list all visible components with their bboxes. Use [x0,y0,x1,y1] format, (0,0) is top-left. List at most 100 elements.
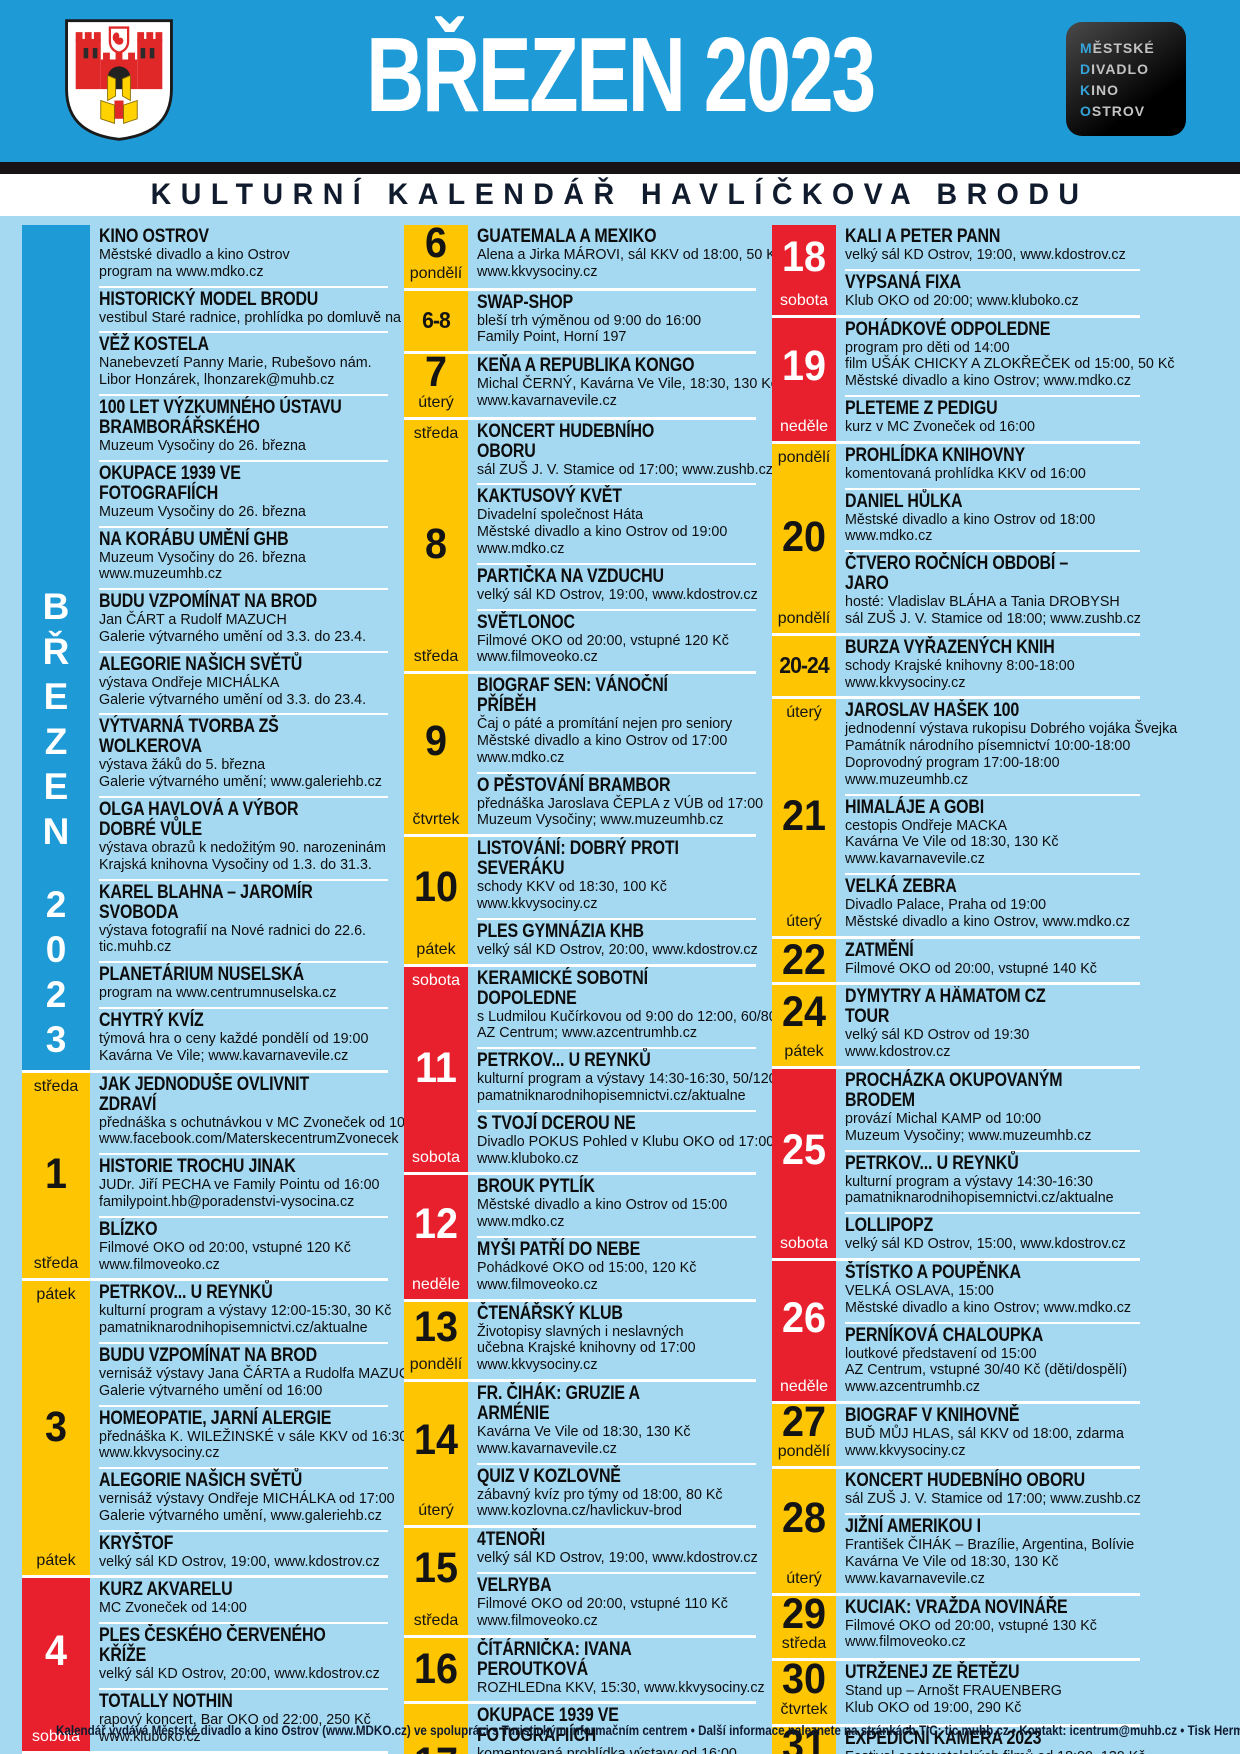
event-detail: Městské divadlo a kino Ostrov; www.mdko.… [845,373,1132,390]
event-title: PERNÍKOVÁ CHALOUPKA [845,1324,1044,1346]
event-detail: velký sál KD Ostrov, 19:00, www.kdostrov… [477,1550,758,1567]
day-group: 22 ZATMĚNÍ Filmové OKO od 20:00, vstupné 1… [772,935,1140,983]
day-box: 14 úterý [404,1382,468,1526]
event-title: KONCERT HUDEBNÍHO OBORU [845,1470,1085,1492]
day-number: 31 [781,1726,827,1754]
day-box: 6 pondělí [404,225,468,288]
day-box: 19 neděle [772,317,836,441]
event-detail: vernisáž výstavy Ondřeje MICHÁLKA od 17:… [99,1491,395,1508]
event-detail: MC Zvoneček od 14:00 [99,1600,247,1617]
logo-line-initial: O [1080,102,1092,119]
day-number: 3 [44,1403,67,1452]
event: KALI A PETER PANN velký sál KD Ostrov, 19… [845,225,1140,269]
month-letter: N [42,810,70,852]
day-group: 20-24 BURZA VYŘAZENÝCH KNIH schody Krajské… [772,632,1140,697]
event-list: KALI A PETER PANN velký sál KD Ostrov, 19… [845,225,1140,315]
day-group: 4 sobota KURZ AKVARELU MC Zvoneček od 14:00… [22,1575,388,1751]
day-group: sobota 11 sobota KERAMICKÉ SOBOTNÍ DOPOLEDN… [404,963,809,1173]
event: BLÍZKO Filmové OKO od 20:00, vstupné 120 … [99,1215,388,1279]
event-detail: Městské divadlo a kino Ostrov, www.mdko.… [845,913,1130,930]
day-number: 27 [781,1403,827,1446]
event-detail: týmová hra o ceny každé pondělí od 19:00 [99,1030,369,1047]
event-detail: velký sál KD Ostrov, 19:00, www.kdostrov… [99,1553,380,1570]
event-list: FR. ČIHÁK: GRUZIE A ARMÉNIE Kavárna Ve Vi… [477,1382,756,1525]
event-list: PROCHÁZKA OKUPOVANÝM BRODEM provází Micha… [845,1069,1140,1258]
event-detail: program pro děti od 14:00 [845,339,1010,356]
event-title: 100 LET VÝZKUMNÉHO ÚSTAVU BRAMBORÁŘSKÉHO [99,396,342,438]
event-detail: Divadlo Palace, Praha od 19:00 [845,896,1047,913]
event-detail: kulturní program a výstavy 14:30-16:30 [845,1173,1093,1190]
event: PETRKOV... U REYNKŮ kulturní program a vý… [477,1047,797,1110]
event: QUIZ V KOZLOVNĚ zábavný kvíz pro týmy od … [477,1462,756,1526]
event: KEŇA A REPUBLIKA KONGO Michal ČERNÝ, Kavá… [477,354,778,415]
event-detail: výstava fotografií na Nové radnici do 22… [99,922,367,939]
event: 4TENOŘI velký sál KD Ostrov, 19:00, www.k… [477,1528,758,1572]
event-title: SWAP-SHOP [477,291,574,313]
day-group: 31pátek EXPEDIČNÍ KAMERA 2023Festival ces… [772,1723,1145,1754]
day-box: středa 1 středa [22,1072,90,1279]
event-detail: www.kavarnavevile.cz [845,851,985,868]
event-detail: Městské divadlo a kino Ostrov; www.mdko.… [845,1299,1132,1316]
event-list: SWAP-SHOP bleší trh výměnou od 9:00 do 16… [477,291,756,352]
event-title: KAKTUSOVÝ KVĚT [477,486,622,508]
event-title: HISTORICKÝ MODEL BRODU [99,288,319,310]
logo-line-rest: STROV [1091,102,1146,119]
event-detail: pamatniknarodnihopisemnictvi.cz/aktualne [845,1190,1114,1207]
event-detail: Pohádkové OKO od 15:00, 120 Kč [477,1260,697,1277]
event: PROCHÁZKA OKUPOVANÝM BRODEM provází Micha… [845,1069,1140,1150]
event-detail: Divadlo POKUS Pohled v Klubu OKO od 17:0… [477,1133,775,1150]
day-number: 20-24 [779,652,829,679]
logo-line: DIVADLO [1080,62,1186,76]
event-detail: Životopisy slavných i neslavných [477,1323,684,1340]
day-group: úterý 21 úterý JAROSLAV HAŠEK 100 jednodenní… [772,696,1177,936]
event-title: JIŽNÍ AMERIKOU I [845,1516,981,1538]
header: BŘEZEN 2023 MĚSTSKÉ DIVADLO KINO OSTROV [0,0,1240,162]
event-detail: sál ZUŠ J. V. Stamice od 17:00; www.zush… [477,461,773,478]
subtitle-band: KULTURNÍ KALENDÁŘ HAVLÍČKOVA BRODU [0,174,1240,216]
event-title: KAREL BLAHNA – JAROMÍR SVOBODA [99,881,313,923]
day-box: pátek 3 pátek [22,1281,90,1576]
event-detail: www.mdko.cz [477,1214,565,1231]
event-detail: bleší trh výměnou od 9:00 do 16:00 [477,312,702,329]
day-box: 6-8 [404,290,468,352]
event-list: PROHLÍDKA KNIHOVNY komentovaná prohlídka … [845,444,1141,633]
event-title: ŠTÍSTKO A POUPĚNKA [845,1261,1021,1283]
event-title: PARTIČKA NA VZDUCHU [477,565,664,587]
month-letter: E [43,675,69,717]
month-letter: 2 [45,973,67,1015]
event-detail: Památník národního písemnictví 10:00-18:… [845,738,1131,755]
day-group: pondělí 20 pondělí PROHLÍDKA KNIHOVNY koment… [772,440,1141,633]
event-title: OLGA HAVLOVÁ A VÝBOR DOBRÉ VŮLE [99,798,299,840]
event-title: BROUK PYTLÍK [477,1176,595,1198]
day-box: 10 pátek [404,837,468,964]
month-letter: 2 [45,883,67,925]
event-detail: www.kdostrov.cz [845,1044,951,1061]
mdko-logo: MĚSTSKÉ DIVADLO KINO OSTROV [1066,22,1186,136]
event: BIOGRAF SEN: VÁNOČNÍ PŘÍBĚH Čaj o páté a … [477,674,756,771]
weekday-label: středa [33,1255,79,1273]
day-box: 31pátek [772,1726,836,1754]
event: O PĚSTOVÁNÍ BRAMBOR přednáška Jaroslava Č… [477,771,763,835]
event-detail: Festival cestovatelských filmů od 18:00,… [845,1749,1145,1754]
event-title: BURZA VYŘAZENÝCH KNIH [845,636,1055,658]
divider-bar [0,162,1240,174]
day-group: středa 8 středa KONCERT HUDEBNÍHO OBORU sál … [404,416,773,672]
event: PERNÍKOVÁ CHALOUPKA loutkové představení … [845,1321,1140,1401]
event-title: CHYTRÝ KVÍZ [99,1009,204,1031]
event-title: TOTALLY NOTHIN [99,1691,233,1713]
event-detail: www.filmoveoko.cz [477,649,598,666]
event: JIŽNÍ AMERIKOU I František ČIHÁK – Brazíl… [845,1513,1140,1592]
event-detail: Muzeum Vysočiny; www.muzeumhb.cz [477,812,724,829]
event-detail: www.kkvysociny.cz [99,1445,220,1462]
event-title: PLETEME Z PEDIGU [845,397,998,419]
day-number: 13 [413,1303,459,1352]
event-detail: www.filmoveoko.cz [477,1612,598,1629]
weekday-label: středa [413,648,459,666]
day-group: 15 středa 4TENOŘI velký sál KD Ostrov, 19:0… [404,1525,758,1635]
weekday-label: úterý [786,912,822,930]
event-detail: pamatniknarodnihopisemnictvi.cz/aktualne [477,1088,746,1105]
event-title: KEŇA A REPUBLIKA KONGO [477,355,695,377]
day-group: 14 úterý FR. ČIHÁK: GRUZIE A ARMÉNIE Kavárn… [404,1379,756,1526]
event-title: HIMALÁJE A GOBI [845,796,985,818]
event: BROUK PYTLÍK Městské divadlo a kino Ostro… [477,1175,756,1236]
